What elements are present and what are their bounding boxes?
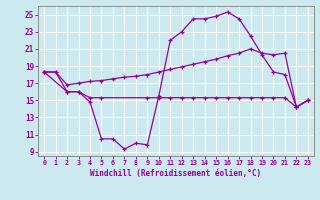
X-axis label: Windchill (Refroidissement éolien,°C): Windchill (Refroidissement éolien,°C) bbox=[91, 169, 261, 178]
